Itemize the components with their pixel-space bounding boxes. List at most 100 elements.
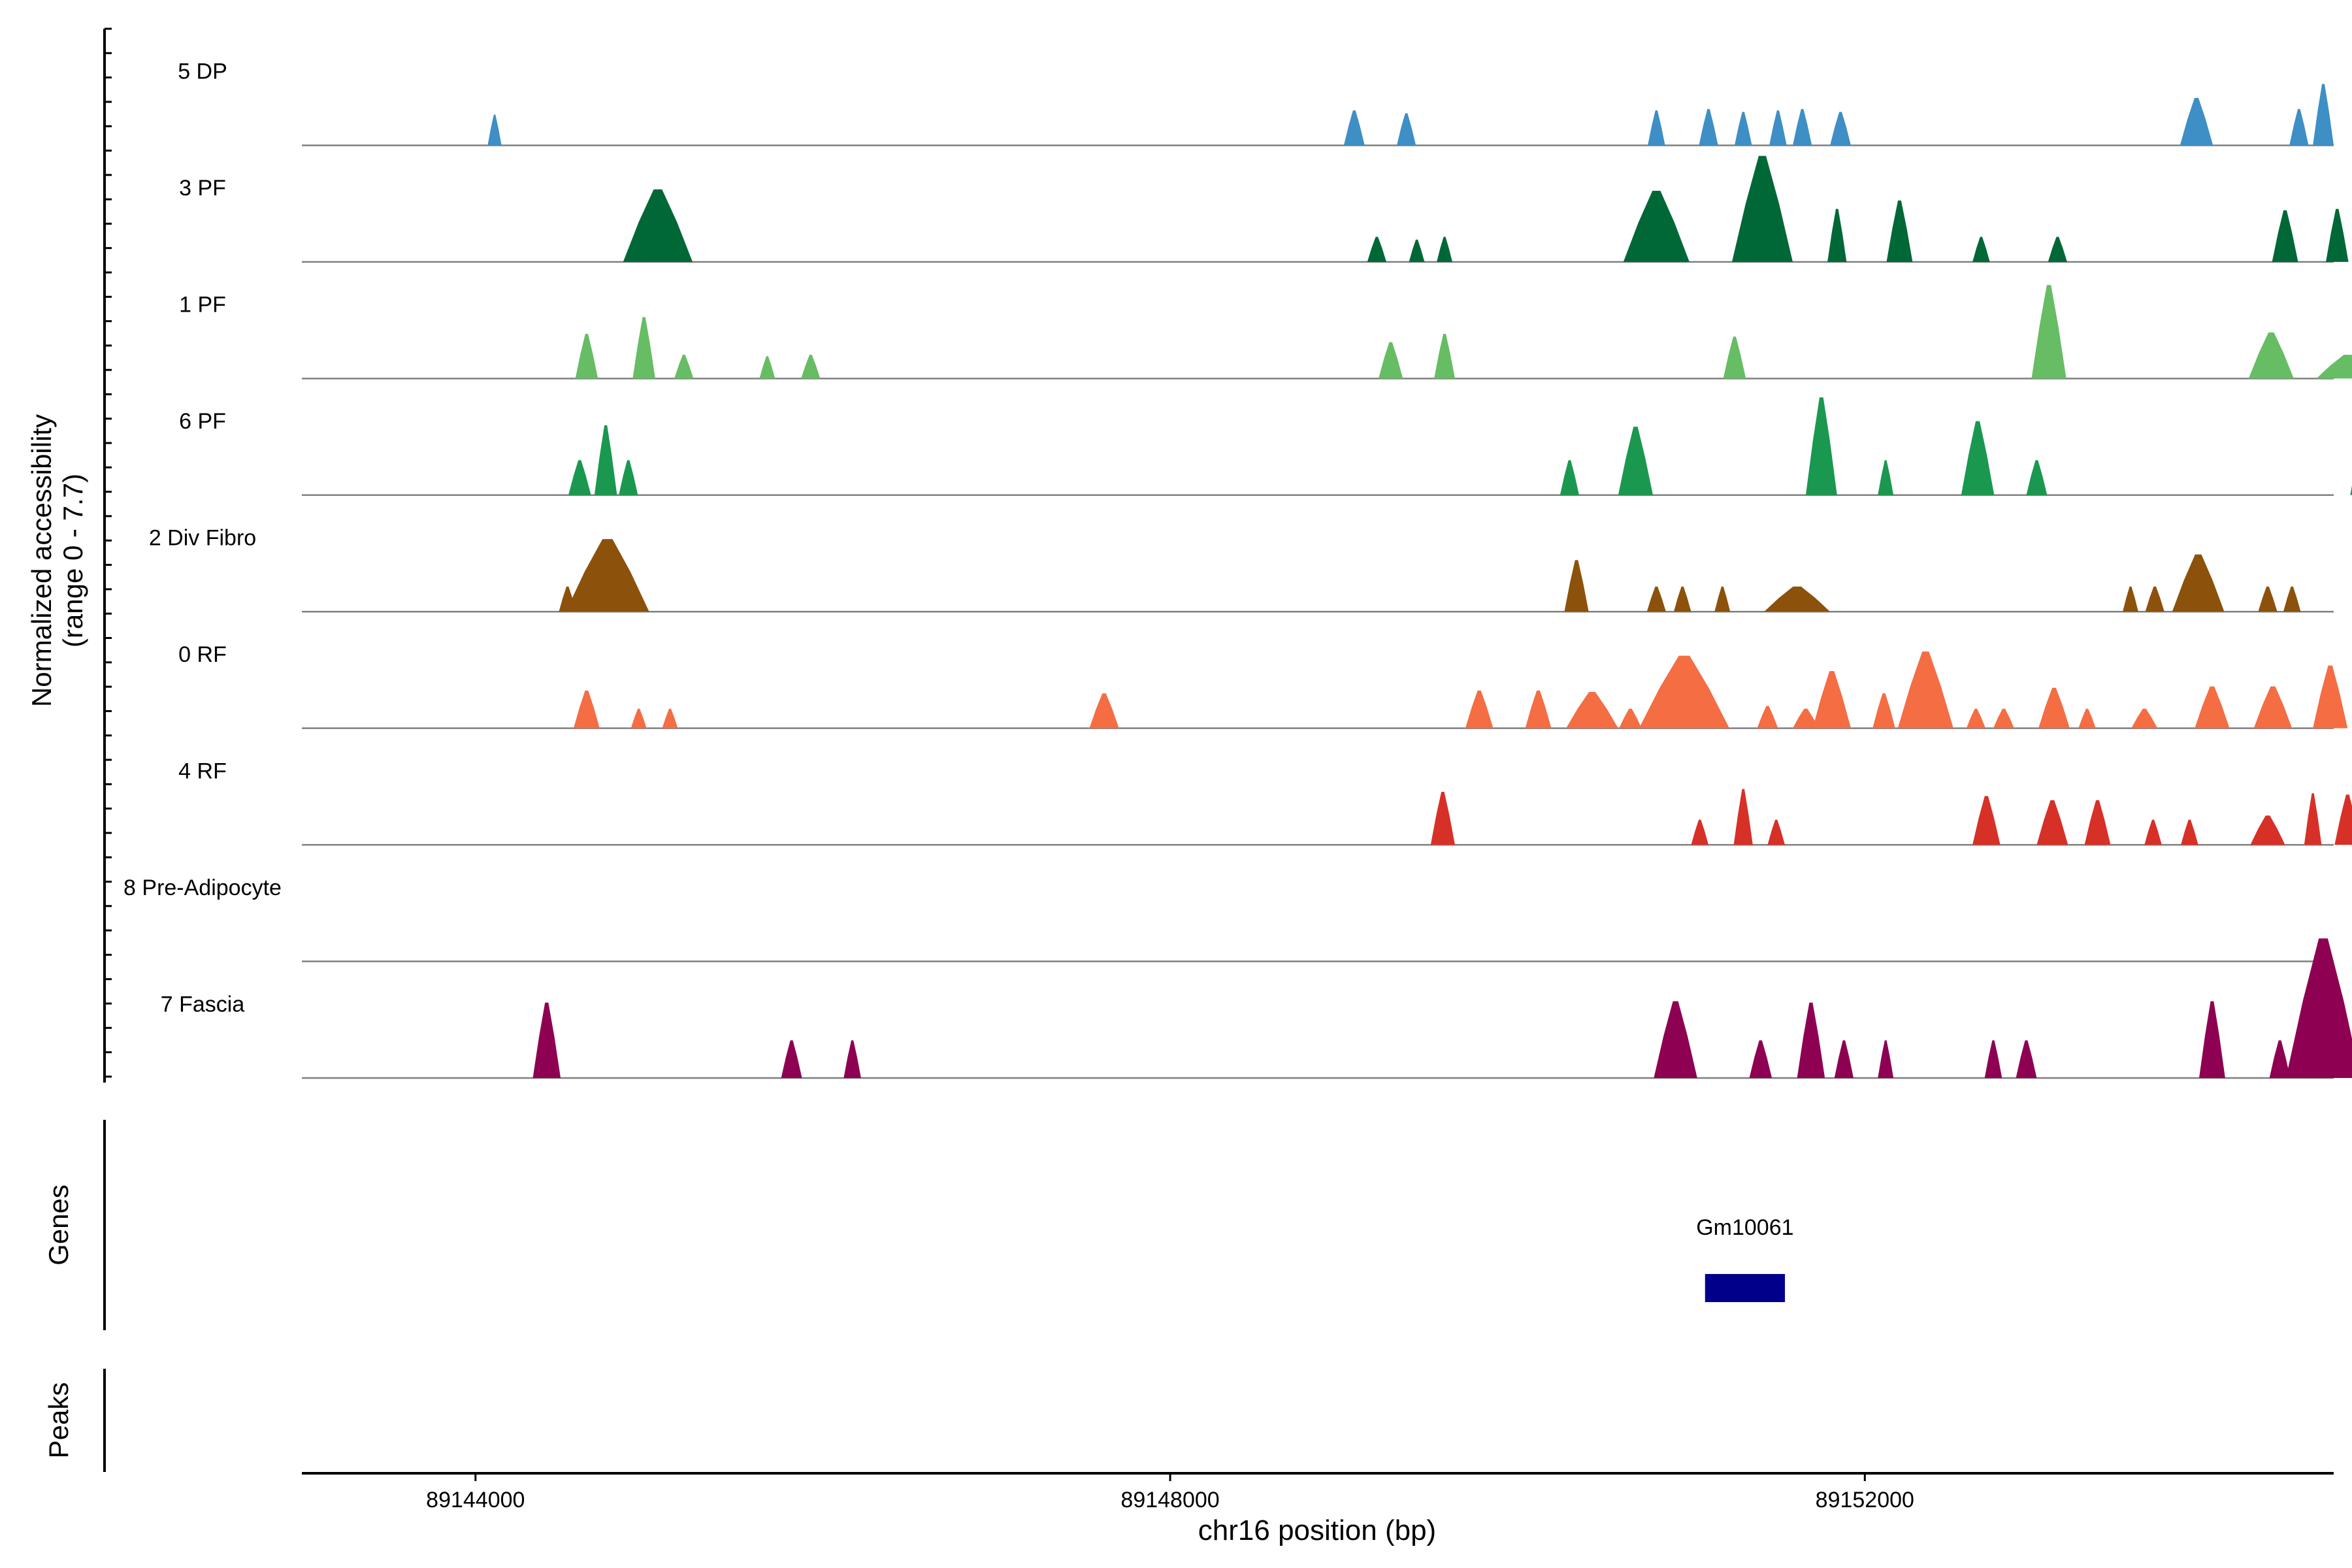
coverage-peak bbox=[2304, 793, 2322, 845]
coverage-peak bbox=[1618, 427, 1654, 495]
coverage-peak bbox=[2026, 460, 2048, 495]
coverage-peak bbox=[759, 356, 776, 379]
coverage-peak bbox=[1723, 336, 1746, 379]
coverage-peak bbox=[2036, 800, 2068, 845]
coverage-peak bbox=[2350, 485, 2352, 495]
coverage-peak bbox=[801, 355, 821, 379]
coverage-peak bbox=[566, 539, 649, 612]
coverage-peak bbox=[1731, 155, 1793, 262]
x-axis: 89144000891480008915200089156000 chr16 p… bbox=[302, 1472, 2334, 1546]
coverage-peak bbox=[2198, 1001, 2225, 1078]
x-axis-ticks: 89144000891480008915200089156000 bbox=[426, 1473, 1914, 1512]
coverage-peak bbox=[1437, 237, 1453, 262]
coverage-peak bbox=[1619, 708, 1642, 728]
coverage-peak bbox=[1749, 1040, 1772, 1078]
coverage-peak bbox=[1993, 708, 2014, 728]
coverage-peak bbox=[781, 1040, 802, 1078]
coverage-peak bbox=[1699, 108, 1718, 146]
coverage-peak bbox=[1691, 819, 1709, 845]
track-2-div-fibro: 2 Div Fibro bbox=[149, 526, 2334, 613]
coverage-peak bbox=[1872, 693, 1895, 728]
coverage-peak bbox=[2172, 554, 2225, 612]
y-axis-accessibility bbox=[103, 27, 112, 1083]
coverage-peak bbox=[1830, 112, 1852, 146]
x-tick-label: 89148000 bbox=[1120, 1488, 1219, 1512]
coverage-peak bbox=[1764, 586, 1831, 612]
coverage-peak bbox=[1465, 691, 1494, 728]
coverage-peak bbox=[1525, 691, 1552, 728]
coverage-peak bbox=[1623, 190, 1690, 262]
coverage-peak bbox=[1343, 110, 1365, 146]
coverage-peak bbox=[1089, 693, 1119, 728]
x-axis-label: chr16 position (bp) bbox=[1198, 1514, 1436, 1546]
coverage-peak bbox=[1797, 1002, 1825, 1078]
coverage-peak bbox=[594, 425, 617, 495]
coverage-peak bbox=[1827, 208, 1847, 262]
track-5-dp: 5 DP bbox=[178, 59, 2334, 146]
coverage-peak bbox=[1767, 819, 1786, 845]
coverage-peak bbox=[1769, 110, 1787, 146]
y-axis-range-label: (range 0 - 7.7) bbox=[57, 474, 88, 647]
coverage-peak bbox=[1878, 460, 1894, 495]
coverage-peak bbox=[2289, 108, 2309, 146]
gene-models: Gm10061 bbox=[1696, 1215, 1794, 1302]
coverage-peak bbox=[674, 355, 694, 379]
coverage-peak bbox=[1434, 333, 1455, 379]
coverage-peak bbox=[575, 333, 598, 379]
coverage-peak bbox=[2313, 665, 2348, 728]
y-axis-label: Normalized accessibility bbox=[26, 414, 57, 707]
coverage-peak bbox=[1733, 789, 1753, 845]
coverage-peak bbox=[1646, 586, 1666, 612]
coverage-tracks: 5 DP 3 PF 1 PF 6 PF 2 Div Fibro 0 RF 4 RF 8 Pre… bbox=[123, 59, 2352, 1079]
coverage-peak bbox=[1564, 560, 1589, 612]
coverage-peak bbox=[2334, 794, 2352, 845]
coverage-peak bbox=[619, 460, 638, 495]
track-label: 5 DP bbox=[178, 59, 227, 84]
coverage-peak bbox=[2285, 938, 2352, 1078]
coverage-peak bbox=[573, 691, 600, 728]
coverage-peak bbox=[2181, 819, 2198, 845]
track-label: 6 PF bbox=[179, 409, 226, 434]
coverage-peak bbox=[1673, 586, 1691, 612]
coverage-peak bbox=[1792, 708, 1819, 728]
y-axis-ticks bbox=[105, 27, 112, 1078]
gene-model bbox=[1705, 1274, 1786, 1302]
coverage-peak bbox=[1878, 1040, 1894, 1078]
coverage-peak bbox=[1757, 706, 1778, 728]
coverage-peak bbox=[2195, 686, 2230, 728]
coverage-peak bbox=[1812, 671, 1852, 728]
coverage-peak bbox=[1792, 108, 1812, 146]
coverage-peak bbox=[2016, 1040, 2037, 1078]
x-tick-label: 89152000 bbox=[1816, 1488, 1914, 1512]
coverage-peak bbox=[1560, 460, 1580, 495]
coverage-peak bbox=[2326, 208, 2349, 262]
coverage-peak bbox=[2316, 355, 2352, 379]
coverage-peak bbox=[2038, 687, 2070, 728]
coverage-peak bbox=[1972, 796, 2001, 845]
coverage-peak bbox=[2248, 332, 2294, 379]
coverage-peak bbox=[2253, 686, 2293, 728]
x-tick-label: 89144000 bbox=[426, 1488, 525, 1512]
coverage-peak bbox=[2031, 285, 2066, 379]
coverage-peak bbox=[532, 1002, 561, 1078]
track-3-pf: 3 PF bbox=[179, 155, 2349, 263]
genes-track-label: Genes bbox=[43, 1184, 74, 1266]
coverage-peak bbox=[2131, 708, 2158, 728]
track-7-fascia: 7 Fascia bbox=[161, 938, 2352, 1079]
coverage-peak bbox=[1805, 397, 1837, 495]
coverage-peak bbox=[630, 708, 647, 728]
track-6-pf: 6 PF bbox=[179, 397, 2352, 497]
track-label: 0 RF bbox=[178, 642, 227, 667]
track-label: 8 Pre-Adipocyte bbox=[123, 875, 282, 900]
coverage-peak bbox=[1961, 421, 1995, 495]
coverage-peak bbox=[1639, 655, 1729, 728]
track-0-rf: 0 RF bbox=[178, 642, 2348, 729]
track-8-pre-adipocyte: 8 Pre-Adipocyte bbox=[123, 875, 2334, 962]
coverage-peak bbox=[1409, 239, 1425, 262]
coverage-peak bbox=[1966, 708, 1986, 728]
track-1-pf: 1 PF bbox=[179, 285, 2352, 380]
coverage-peak bbox=[623, 189, 693, 262]
coverage-peak bbox=[1984, 1040, 2002, 1078]
coverage-peak bbox=[2123, 586, 2138, 612]
